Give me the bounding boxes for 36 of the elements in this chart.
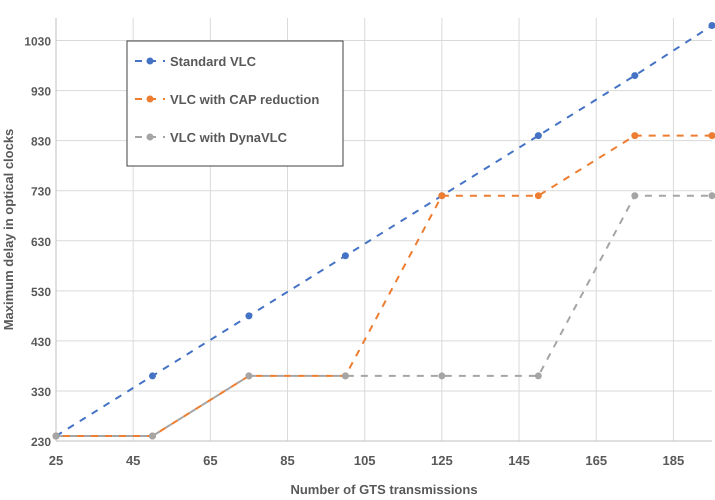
x-tick-label: 125 <box>431 453 453 468</box>
point <box>631 192 638 200</box>
point <box>534 132 542 140</box>
y-tick-label: 430 <box>30 334 52 349</box>
point <box>534 372 542 380</box>
point <box>534 192 542 200</box>
point <box>708 192 715 200</box>
x-tick-label: 185 <box>662 453 684 468</box>
legend-label: VLC with DynaVLC <box>170 130 288 145</box>
x-tick-label: 45 <box>126 453 140 468</box>
x-tick-label: 165 <box>585 453 608 468</box>
point <box>708 22 715 30</box>
y-tick-label: 330 <box>30 384 52 399</box>
x-tick-label: 105 <box>354 453 376 468</box>
y-tick-label: 730 <box>30 184 52 199</box>
x-tick-label: 65 <box>203 453 218 468</box>
y-tick-label: 530 <box>30 284 52 299</box>
legend-label: Standard VLC <box>170 54 257 69</box>
point <box>438 372 446 380</box>
y-tick-label: 230 <box>30 435 52 449</box>
x-tick-label: 85 <box>280 453 295 468</box>
point <box>631 132 638 140</box>
y-tick-label: 630 <box>30 234 52 249</box>
y-axis-title: Maximum delay in optical clocks <box>1 128 16 330</box>
point <box>342 252 349 260</box>
point <box>245 312 252 320</box>
point <box>631 72 638 80</box>
y-tick-label: 930 <box>30 84 52 99</box>
y-tick-label: 1030 <box>24 34 52 49</box>
point <box>708 132 715 140</box>
x-tick-label: 25 <box>48 453 64 468</box>
y-tick-label: 830 <box>30 134 52 149</box>
point <box>148 372 156 380</box>
x-axis-title: Number of GTS transmissions <box>290 482 478 497</box>
x-tick-label: 145 <box>508 453 530 468</box>
legend-label: VLC with CAP reduction <box>170 92 320 107</box>
